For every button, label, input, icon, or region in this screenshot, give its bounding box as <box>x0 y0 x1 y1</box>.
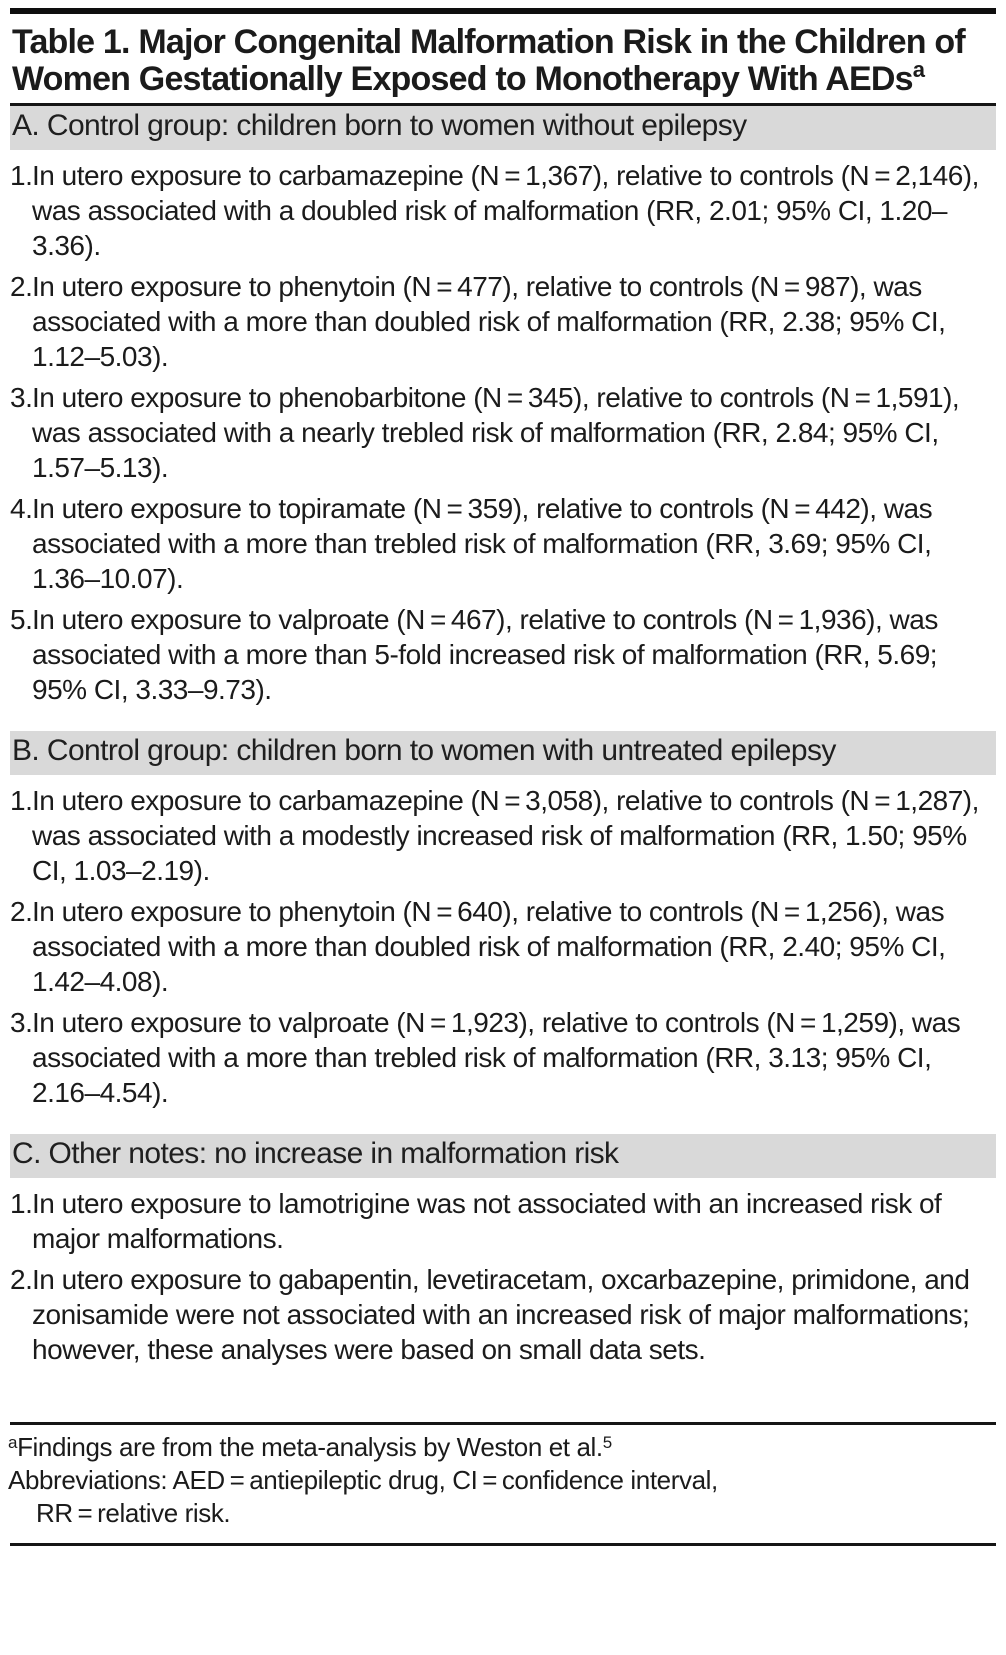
item-number: 1. <box>10 1188 33 1219</box>
section-header-label: A. Control group: children born to women… <box>12 109 747 142</box>
table-section: B. Control group: children born to women… <box>0 731 1006 1110</box>
list-item: 3. In utero exposure to valproate (N = 1… <box>0 1005 996 1110</box>
section-items: 1. In utero exposure to lamotrigine was … <box>0 1186 1006 1367</box>
footnote-source: aFindings are from the meta-analysis by … <box>8 1431 996 1464</box>
list-item: 3. In utero exposure to phenobarbitone (… <box>0 380 996 485</box>
table-title: Table 1. Major Congenital Malformation R… <box>12 24 996 98</box>
item-number: 2. <box>10 271 33 302</box>
list-item: 1. In utero exposure to carbamazepine (N… <box>0 158 996 263</box>
item-number: 2. <box>10 896 33 927</box>
item-text: In utero exposure to carbamazepine (N = … <box>32 785 979 886</box>
section-items: 1. In utero exposure to carbamazepine (N… <box>0 783 1006 1110</box>
item-number: 1. <box>10 785 33 816</box>
sections: A. Control group: children born to women… <box>0 106 1006 1367</box>
item-text: In utero exposure to gabapentin, levetir… <box>32 1264 970 1365</box>
list-item: 1. In utero exposure to lamotrigine was … <box>0 1186 996 1256</box>
footnote-abbreviations-line2: RR = relative risk. <box>36 1498 231 1528</box>
section-header: C. Other notes: no increase in malformat… <box>10 1134 996 1178</box>
item-text: In utero exposure to phenytoin (N = 640)… <box>32 896 946 997</box>
section-items: 1. In utero exposure to carbamazepine (N… <box>0 158 1006 707</box>
item-number: 5. <box>10 604 33 635</box>
list-item: 2. In utero exposure to gabapentin, leve… <box>0 1262 996 1367</box>
item-text: In utero exposure to carbamazepine (N = … <box>32 160 979 261</box>
footnotes: aFindings are from the meta-analysis by … <box>8 1431 996 1530</box>
table-title-footnote-marker: a <box>912 57 925 82</box>
footnote-reference-number: 5 <box>602 1433 612 1452</box>
footnote-divider-rule <box>10 1422 996 1425</box>
list-item: 4. In utero exposure to topiramate (N = … <box>0 491 996 596</box>
table-title-text: Table 1. Major Congenital Malformation R… <box>12 23 966 98</box>
footnote-source-text: Findings are from the meta-analysis by W… <box>17 1432 603 1462</box>
item-number: 4. <box>10 493 33 524</box>
table-section: C. Other notes: no increase in malformat… <box>0 1134 1006 1367</box>
item-text: In utero exposure to topiramate (N = 359… <box>32 493 933 594</box>
list-item: 5. In utero exposure to valproate (N = 4… <box>0 602 996 707</box>
item-text: In utero exposure to valproate (N = 1,92… <box>32 1007 961 1108</box>
footnote-marker: a <box>8 1433 18 1452</box>
item-text: In utero exposure to phenytoin (N = 477)… <box>32 271 946 372</box>
list-item: 1. In utero exposure to carbamazepine (N… <box>0 783 996 888</box>
table-section: A. Control group: children born to women… <box>0 106 1006 707</box>
item-text: In utero exposure to valproate (N = 467)… <box>32 604 938 705</box>
list-item: 2. In utero exposure to phenytoin (N = 6… <box>0 894 996 999</box>
section-header-label: B. Control group: children born to women… <box>12 734 836 767</box>
item-text: In utero exposure to lamotrigine was not… <box>32 1188 942 1254</box>
table-container: Table 1. Major Congenital Malformation R… <box>0 8 1006 1546</box>
item-number: 3. <box>10 1007 33 1038</box>
title-divider-rule <box>10 103 996 106</box>
item-number: 1. <box>10 160 33 191</box>
section-header: B. Control group: children born to women… <box>10 731 996 775</box>
bottom-rule <box>10 1543 996 1546</box>
item-number: 2. <box>10 1264 33 1295</box>
item-number: 3. <box>10 382 33 413</box>
footnote-abbreviations-line1: Abbreviations: AED = antiepileptic drug,… <box>8 1465 718 1495</box>
section-header: A. Control group: children born to women… <box>10 106 996 150</box>
list-item: 2. In utero exposure to phenytoin (N = 4… <box>0 269 996 374</box>
top-rule <box>10 8 996 14</box>
section-header-label: C. Other notes: no increase in malformat… <box>12 1137 619 1170</box>
item-text: In utero exposure to phenobarbitone (N =… <box>32 382 960 483</box>
